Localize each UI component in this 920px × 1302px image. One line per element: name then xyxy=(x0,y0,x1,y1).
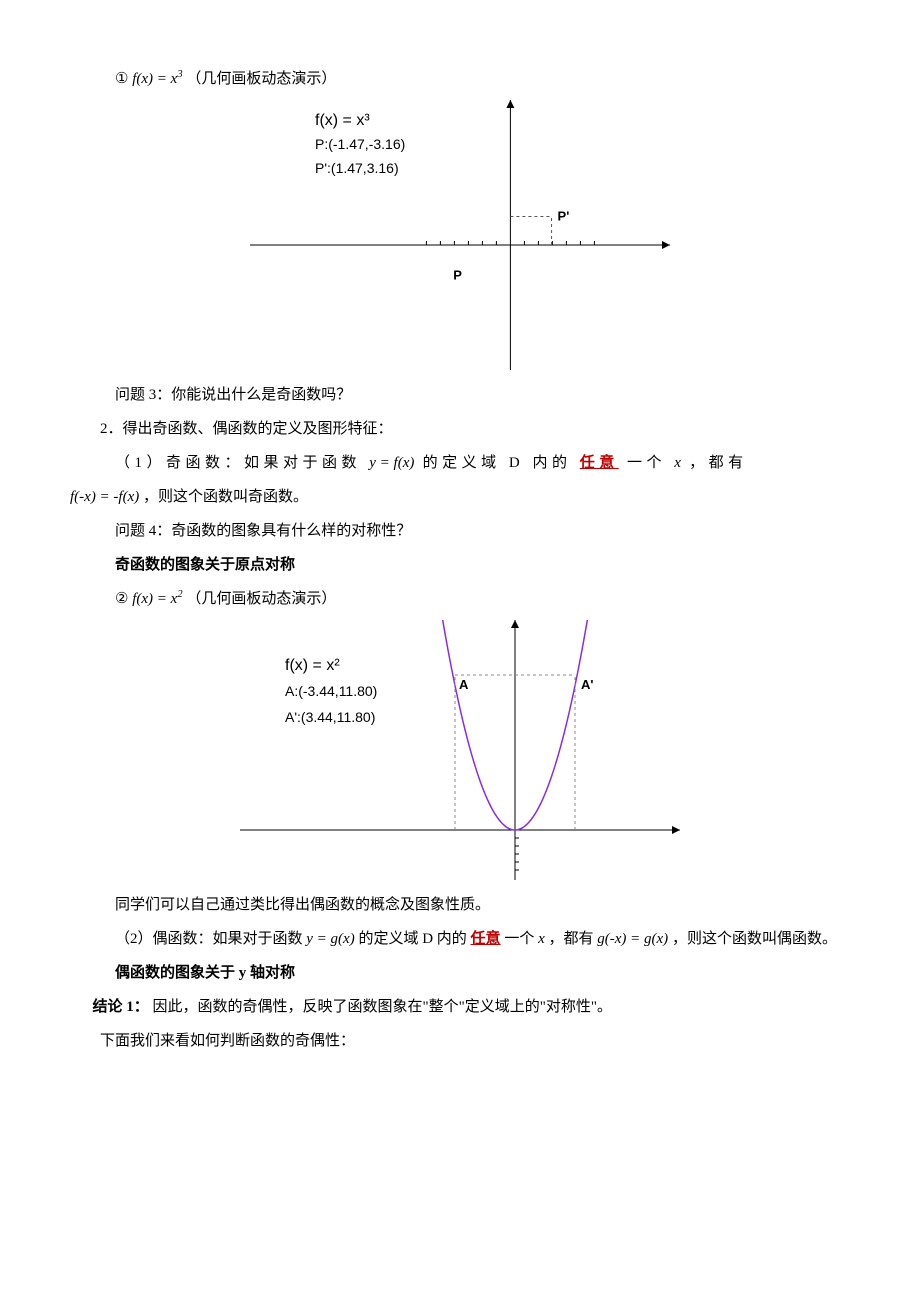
svg-text:P':(1.47,3.16): P':(1.47,3.16) xyxy=(315,160,399,176)
svg-text:A':(3.44,11.80): A':(3.44,11.80) xyxy=(285,709,375,725)
chart2-wrap: A A' f(x) = x² A:(-3.44,11.80) A':(3.44,11.8… xyxy=(70,620,850,880)
sec2-note: （几何画板动态演示） xyxy=(186,591,336,607)
concl1: 结论 1： 因此，函数的奇偶性，反映了函数图象在"整个"定义域上的"对称性"。 xyxy=(70,992,850,1022)
svg-text:P:(-1.47,-3.16): P:(-1.47,-3.16) xyxy=(315,136,405,152)
sec1-func: f(x) = x3 xyxy=(132,71,186,87)
sec2-func: f(x) = x2 xyxy=(132,591,186,607)
q3: 问题 3：你能说出什么是奇函数吗？ xyxy=(70,380,850,410)
svg-text:f(x) = x³: f(x) = x³ xyxy=(315,112,370,129)
sec1-note: （几何画板动态演示） xyxy=(186,71,336,87)
chart1-wrap: P' Pf(x) = x³ P:(-1.47,-3.16) P':(1.47,3.16… xyxy=(70,100,850,370)
def-even: （2）偶函数：如果对于函数 y = g(x) 的定义域 D 内的 任意 一个 x… xyxy=(70,924,850,954)
svg-text:A': A' xyxy=(581,677,593,692)
sec1-prefix: ① xyxy=(115,71,128,87)
sec2-prefix: ② xyxy=(115,591,128,607)
chart1-svg: P' Pf(x) = x³ P:(-1.47,-3.16) P':(1.47,3.16… xyxy=(250,100,670,370)
concl1-label: 结论 1： xyxy=(93,999,149,1015)
analogy: 同学们可以自己通过类比得出偶函数的概念及图象性质。 xyxy=(70,890,850,920)
svg-text:P': P' xyxy=(558,209,570,224)
def-odd-any: 任意 xyxy=(580,455,619,471)
def-odd: （1）奇函数：如果对于函数 y = f(x) 的定义域 D 内的 任意 一个 x… xyxy=(70,448,850,478)
sec1-heading: ① f(x) = x3 （几何画板动态演示） xyxy=(70,64,850,94)
next: 下面我们来看如何判断函数的奇偶性： xyxy=(70,1026,850,1056)
def-even-any: 任意 xyxy=(471,931,501,947)
svg-text:P: P xyxy=(453,267,462,282)
chart2-svg: A A' f(x) = x² A:(-3.44,11.80) A':(3.44,11.8… xyxy=(240,620,680,880)
odd-sym: 奇函数的图象关于原点对称 xyxy=(70,550,850,580)
even-sym: 偶函数的图象关于 y 轴对称 xyxy=(70,958,850,988)
svg-text:f(x) = x²: f(x) = x² xyxy=(285,657,340,674)
q4: 问题 4：奇函数的图象具有什么样的对称性？ xyxy=(70,516,850,546)
sec2-heading: ② f(x) = x2 （几何画板动态演示） xyxy=(70,584,850,614)
def-odd-eq-line: f(-x) = -f(x) ，则这个函数叫奇函数。 xyxy=(70,482,850,512)
sub2: 2．得出奇函数、偶函数的定义及图形特征： xyxy=(70,414,850,444)
svg-text:A: A xyxy=(459,677,469,692)
svg-text:A:(-3.44,11.80): A:(-3.44,11.80) xyxy=(285,683,377,699)
